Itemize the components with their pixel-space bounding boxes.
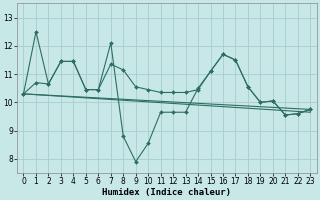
X-axis label: Humidex (Indice chaleur): Humidex (Indice chaleur)	[102, 188, 231, 197]
